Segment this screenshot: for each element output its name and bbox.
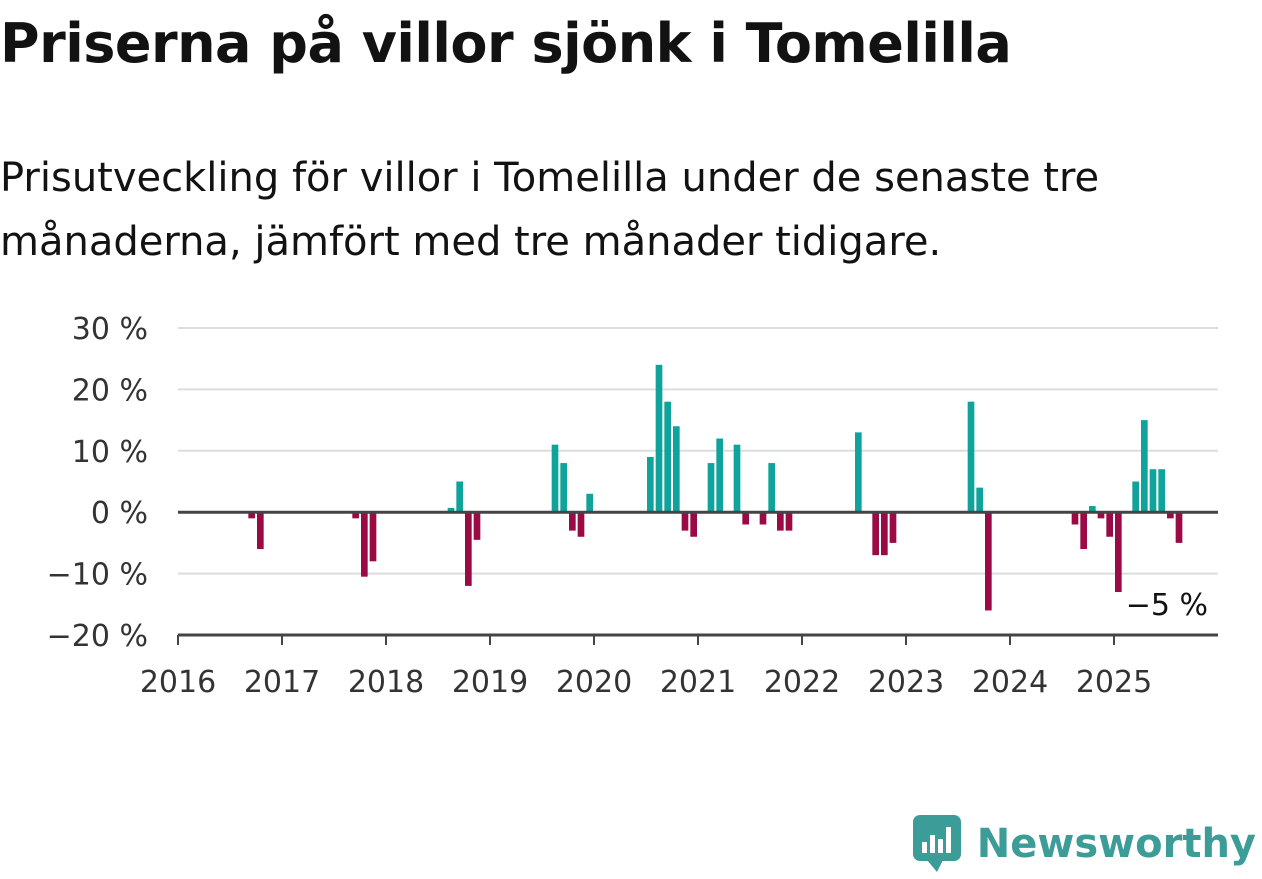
x-tick-label: 2019 bbox=[452, 665, 528, 700]
bar-2016-10 bbox=[257, 512, 264, 550]
bar-2024-12 bbox=[1106, 512, 1113, 537]
axes bbox=[177, 510, 1218, 645]
bar-2023-08 bbox=[967, 401, 975, 513]
bar-2021-08 bbox=[759, 512, 767, 525]
bar-2021-05 bbox=[733, 444, 741, 513]
bar-2017-11 bbox=[369, 512, 377, 562]
bar-2016-09 bbox=[248, 512, 255, 519]
bar-2023-10 bbox=[985, 512, 992, 611]
x-tick-label: 2023 bbox=[868, 665, 944, 700]
bar-2021-03 bbox=[716, 438, 723, 513]
bar-2021-10 bbox=[777, 512, 784, 531]
bar-2020-11 bbox=[681, 512, 689, 531]
bar-2020-07 bbox=[647, 456, 654, 513]
bar-2024-10 bbox=[1089, 506, 1096, 513]
bars bbox=[248, 364, 1183, 611]
bar-2020-08 bbox=[655, 364, 663, 513]
bar-2025-06 bbox=[1158, 469, 1165, 513]
bar-2020-09 bbox=[664, 401, 671, 513]
y-tick-label: −20 % bbox=[47, 619, 148, 654]
bar-2020-10 bbox=[673, 426, 680, 513]
x-tick-label: 2017 bbox=[244, 665, 320, 700]
bar-2021-09 bbox=[768, 463, 775, 513]
y-tick-label: 0 % bbox=[91, 496, 148, 531]
bar-2024-08 bbox=[1071, 512, 1079, 525]
bar-2018-09 bbox=[456, 481, 463, 513]
last-value-label: −5 % bbox=[1126, 588, 1208, 623]
bar-2021-02 bbox=[707, 463, 715, 513]
bar-2025-05 bbox=[1149, 469, 1157, 513]
bar-2025-04 bbox=[1141, 420, 1148, 513]
bar-2024-11 bbox=[1097, 512, 1105, 519]
x-tick-label: 2021 bbox=[660, 665, 736, 700]
bar-2018-10 bbox=[465, 512, 472, 586]
bar-2019-10 bbox=[569, 512, 576, 531]
bar-2022-11 bbox=[889, 512, 897, 543]
x-tick-label: 2022 bbox=[764, 665, 840, 700]
bar-2019-12 bbox=[586, 493, 593, 513]
tick-labels: 30 % 20 % 10 % 0 % −10 % −20 % 2016 2017 2018 201… bbox=[47, 312, 1208, 700]
bar-2018-08 bbox=[447, 507, 455, 513]
x-tick-label: 2020 bbox=[556, 665, 632, 700]
x-tick-label: 2025 bbox=[1076, 665, 1152, 700]
y-tick-label: −10 % bbox=[47, 558, 148, 593]
gridlines bbox=[178, 327, 1218, 575]
bar-2022-09 bbox=[872, 512, 879, 556]
y-tick-label: 30 % bbox=[72, 312, 148, 347]
bar-2025-07 bbox=[1167, 512, 1174, 519]
chart-title: Priserna på villor sjönk i Tomelilla bbox=[0, 12, 1012, 75]
bar-2023-09 bbox=[976, 487, 983, 513]
x-tick-label: 2018 bbox=[348, 665, 424, 700]
brand-name: Newsworthy bbox=[976, 821, 1256, 867]
bar-2019-09 bbox=[560, 463, 567, 513]
bar-2017-10 bbox=[361, 512, 368, 577]
bar-2018-11 bbox=[473, 512, 481, 540]
bar-2022-07 bbox=[855, 432, 862, 513]
bar-2017-09 bbox=[352, 512, 359, 519]
chart-subtitle: Prisutveckling för villor i Tomelilla un… bbox=[0, 155, 1100, 265]
bar-2025-03 bbox=[1132, 481, 1139, 513]
x-tick-label: 2024 bbox=[972, 665, 1048, 700]
bar-2024-09 bbox=[1080, 512, 1087, 550]
y-tick-label: 10 % bbox=[72, 435, 148, 470]
newsworthy-logo: Newsworthy bbox=[912, 815, 1256, 873]
x-tick-label: 2016 bbox=[140, 665, 216, 700]
bar-2022-10 bbox=[881, 512, 888, 556]
newsworthy-logo-icon bbox=[912, 815, 961, 872]
bar-2025-08 bbox=[1175, 512, 1183, 543]
bar-2025-01 bbox=[1115, 512, 1122, 593]
y-tick-label: 20 % bbox=[72, 373, 148, 408]
bar-chart: 30 % 20 % 10 % 0 % −10 % −20 % 2016 2017 2018 201… bbox=[47, 312, 1218, 700]
bar-2021-11 bbox=[785, 512, 793, 531]
bar-2020-12 bbox=[690, 512, 697, 537]
bar-2019-11 bbox=[577, 512, 585, 537]
bar-2021-06 bbox=[742, 512, 749, 525]
bar-2019-08 bbox=[551, 444, 559, 513]
